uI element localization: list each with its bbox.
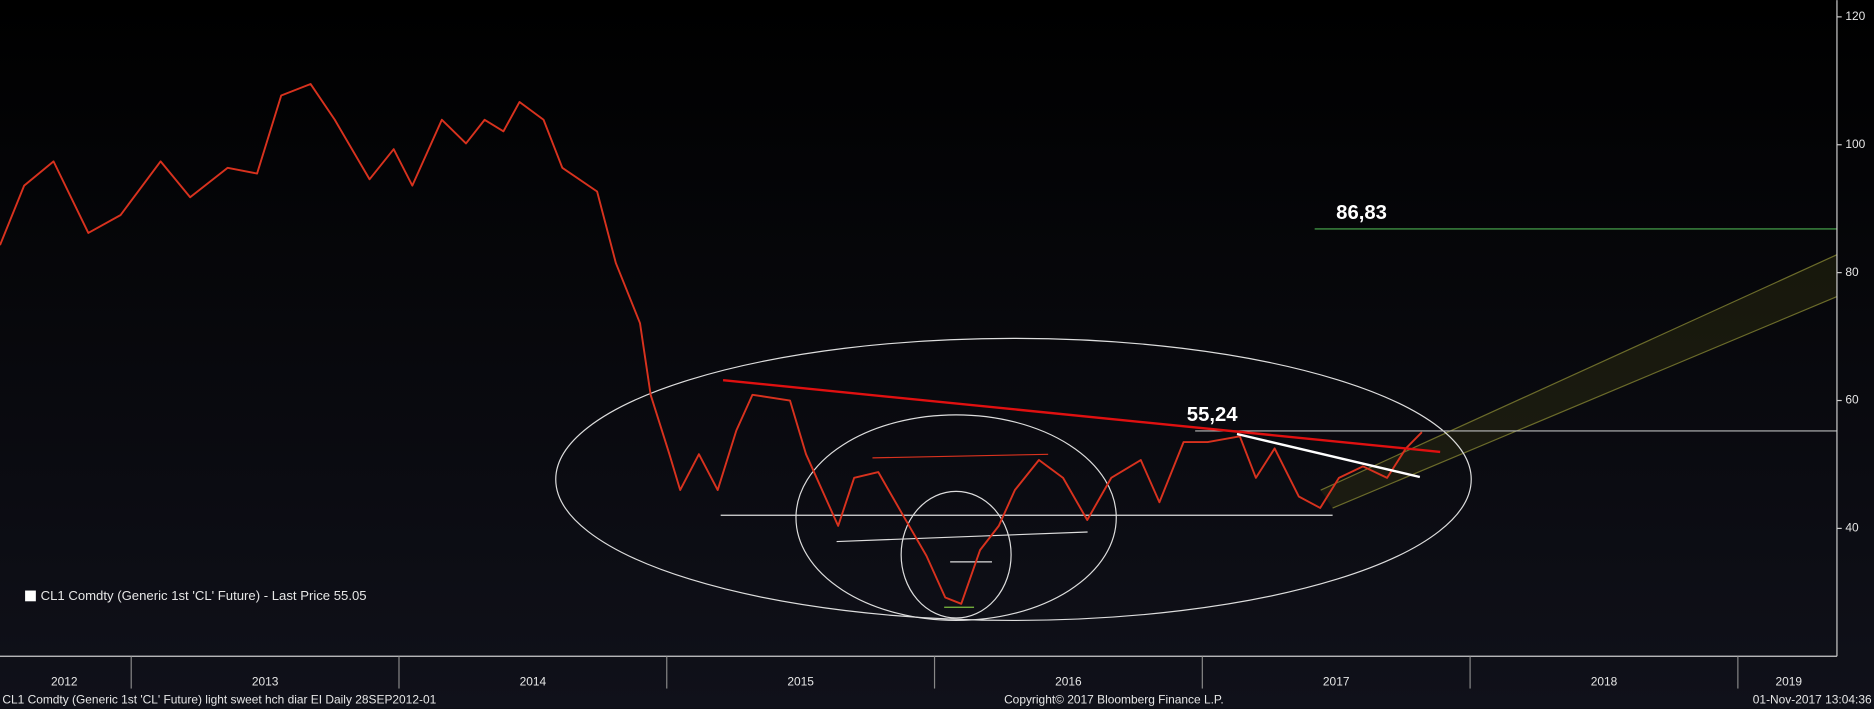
footer-center: Copyright© 2017 Bloomberg Finance L.P. [1004, 693, 1224, 707]
legend-label: CL1 Comdty (Generic 1st 'CL' Future) - L… [41, 588, 367, 603]
plot: 86,83 55,24 [0, 83, 1837, 605]
x-tick-label: 2015 [787, 675, 814, 689]
y-tick-label: 120 [1845, 9, 1865, 23]
channel-line [1332, 295, 1838, 509]
y-tick-label: 60 [1845, 393, 1859, 407]
annotations [555, 254, 1838, 622]
footer-right: 01-Nov-2017 13:04:36 [1753, 693, 1872, 707]
trendline [1236, 432, 1421, 479]
price-line [0, 83, 1423, 605]
x-tick-label: 2018 [1591, 675, 1618, 689]
x-tick-label: 2014 [520, 675, 547, 689]
x-tick-label: 2019 [1775, 675, 1802, 689]
footer-left: CL1 Comdty (Generic 1st 'CL' Future) lig… [2, 693, 436, 707]
ellipse [795, 414, 1117, 622]
trendlines [722, 379, 1441, 479]
legend-swatch [25, 590, 36, 602]
ellipse [555, 337, 1472, 622]
x-tick-label: 2013 [252, 675, 279, 689]
x-tick-label: 2017 [1323, 675, 1350, 689]
channel-line [1320, 254, 1838, 491]
y-tick-label: 80 [1845, 265, 1859, 279]
ellipse [900, 490, 1012, 619]
level-label: 86,83 [1336, 202, 1387, 224]
y-tick-label: 40 [1845, 521, 1859, 535]
channel-fill [1320, 254, 1837, 509]
support-line [836, 531, 1088, 543]
trendline [722, 379, 1441, 454]
x-tick-label: 2016 [1055, 675, 1082, 689]
level-label: 55,24 [1187, 404, 1239, 426]
y-tick-label: 100 [1845, 137, 1865, 151]
x-tick-label: 2012 [51, 675, 78, 689]
resistance-line [872, 453, 1049, 459]
